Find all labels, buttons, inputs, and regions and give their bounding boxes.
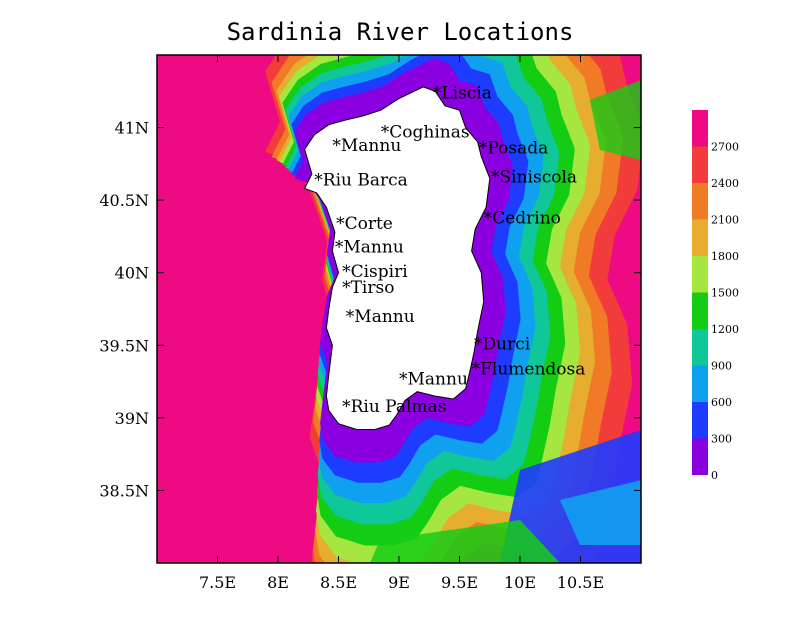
- x-tick-label: 8E: [267, 573, 289, 592]
- colorbar-swatch: [692, 365, 708, 402]
- river-label: *Mannu: [346, 307, 415, 327]
- river-label: *Mannu: [332, 136, 401, 156]
- colorbar-swatch: [692, 256, 708, 293]
- colorbar-swatch: [692, 219, 708, 256]
- x-tick-label: 7.5E: [199, 573, 236, 592]
- x-tick-label: 10E: [504, 573, 536, 592]
- colorbar-label: 0: [711, 469, 718, 482]
- y-tick-label: 39.5N: [99, 336, 149, 355]
- band-1200-south: [370, 520, 560, 563]
- river-label: *Corte: [336, 214, 393, 234]
- colorbar-label: 1200: [711, 323, 739, 336]
- x-tick-label: 9.5E: [441, 573, 478, 592]
- river-label: *Cispiri: [342, 262, 408, 282]
- y-tick-label: 41N: [115, 119, 149, 138]
- sardinia-landmass: [303, 86, 491, 430]
- river-label: *Liscia: [433, 84, 492, 104]
- colorbar-swatch: [692, 292, 708, 329]
- y-tick-label: 39N: [115, 409, 149, 428]
- colorbar-label: 300: [711, 433, 732, 446]
- river-label: *Cedrino: [484, 208, 561, 228]
- x-axis: 7.5E 8E 8.5E 9E 9.5E 10E 10.5E: [199, 55, 604, 592]
- y-tick-label: 40N: [115, 264, 149, 283]
- colorbar-swatch: [692, 110, 708, 147]
- colorbar: 0 300 600 900 1200 1500 1800 2100 2400 2700: [692, 110, 739, 482]
- map-title: Sardinia River Locations: [226, 18, 574, 46]
- river-label: *Coghinas: [381, 123, 470, 143]
- x-tick-label: 8.5E: [320, 573, 357, 592]
- colorbar-label: 2400: [711, 177, 739, 190]
- band-600-southeast: [560, 480, 641, 545]
- band-1200-northeast: [590, 80, 641, 160]
- colorbar-swatch: [692, 146, 708, 183]
- colorbar-swatch: [692, 329, 708, 366]
- colorbar-swatch: [692, 183, 708, 220]
- colorbar-label: 600: [711, 396, 732, 409]
- river-label: *Durci: [474, 335, 531, 355]
- river-label: *Mannu: [335, 237, 404, 257]
- river-labels: *Liscia*Coghinas*Mannu *Posada*Siniscola*…: [314, 84, 585, 418]
- y-tick-label: 40.5N: [99, 191, 149, 210]
- y-axis: 41N 40.5N 40N 39.5N 39N 38.5N: [99, 119, 641, 500]
- colorbar-label: 2100: [711, 214, 739, 227]
- colorbar-label: 1500: [711, 287, 739, 300]
- colorbar-label: 1800: [711, 250, 739, 263]
- river-label: *Siniscola: [491, 168, 577, 188]
- river-label: *Riu Barca: [314, 171, 408, 191]
- y-tick-label: 38.5N: [99, 481, 149, 500]
- x-tick-label: 10.5E: [557, 573, 604, 592]
- river-label: *Flumendosa: [472, 359, 586, 379]
- x-tick-label: 9E: [388, 573, 410, 592]
- river-label: *Riu Palmas: [342, 397, 446, 417]
- colorbar-label: 900: [711, 360, 732, 373]
- river-label: *Posada: [479, 139, 548, 159]
- river-label: *Mannu: [399, 370, 468, 390]
- colorbar-swatch: [692, 402, 708, 439]
- colorbar-label: 2700: [711, 141, 739, 154]
- colorbar-swatch: [692, 438, 708, 475]
- island-outline: [303, 86, 491, 430]
- river-label: *Tirso: [342, 278, 394, 298]
